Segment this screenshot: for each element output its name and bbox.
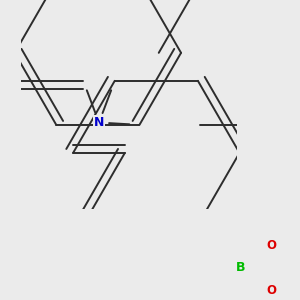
Text: O: O (266, 284, 276, 297)
Text: O: O (266, 239, 276, 252)
Text: N: N (94, 116, 104, 129)
Text: B: B (236, 261, 245, 274)
